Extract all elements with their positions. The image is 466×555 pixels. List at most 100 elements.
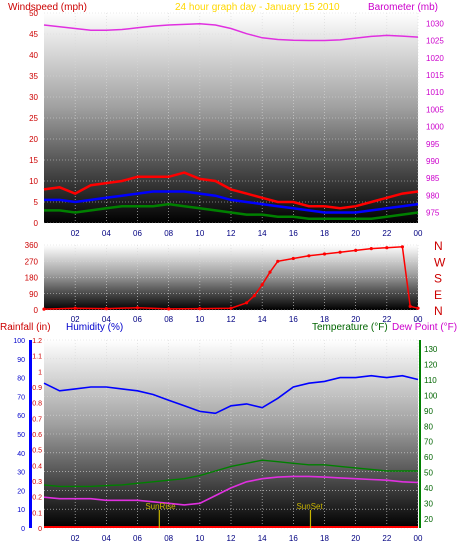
wind-direction-point <box>400 245 404 249</box>
temperature-tick-label: 90 <box>424 407 433 416</box>
barometer-tick-label: 1000 <box>426 123 444 132</box>
direction-tick-label: 90 <box>29 290 38 299</box>
humidity-line <box>43 374 419 415</box>
wind-tick-label: 30 <box>29 93 38 102</box>
wind-direction-point <box>73 306 77 310</box>
weather-panel: 0 10 20 30 40 50 60 70 80 90 100 0 0.1 0.2 0.3 0.4 0.5 0.… <box>13 338 438 533</box>
x-tick-label: 16 <box>289 229 298 238</box>
temperature-tick-label: 130 <box>424 345 438 354</box>
wind-direction-point <box>42 307 46 311</box>
wind-direction-point <box>135 306 140 310</box>
x-axis-labels: 02 04 06 08 10 12 14 16 18 20 22 00 02 04 06 08 10 12 14 16… <box>71 229 423 543</box>
rain-tick-label: 1 <box>38 369 42 376</box>
barometer-tick-label: 980 <box>426 191 440 200</box>
dewpoint-axis-label: Dew Point (°F) <box>392 322 457 333</box>
wind-tick-label: 35 <box>29 72 38 81</box>
humidity-tick-label: 70 <box>17 394 25 401</box>
x-tick-label: 08 <box>164 315 173 324</box>
temperature-tick-label: 40 <box>424 484 433 493</box>
humidity-tick-label: 0 <box>21 526 25 533</box>
x-tick-label: 06 <box>133 229 142 238</box>
wind-tick-label: 45 <box>29 30 38 39</box>
x-tick-label: 02 <box>71 534 80 543</box>
x-tick-label: 10 <box>195 229 204 238</box>
temperature-line <box>43 459 418 488</box>
x-tick-label: 18 <box>320 534 329 543</box>
rain-tick-label: 0.2 <box>32 495 42 502</box>
wind-tick-label: 0 <box>34 219 39 228</box>
x-tick-label: 10 <box>195 315 204 324</box>
temperature-tick-label: 80 <box>424 422 433 431</box>
direction-tick-label: 180 <box>25 274 39 283</box>
humidity-tick-label: 90 <box>17 357 25 364</box>
x-tick-label: 14 <box>258 534 267 543</box>
barometer-tick-label: 1020 <box>426 54 444 63</box>
wind-tick-label: 20 <box>29 135 38 144</box>
wind-direction-point <box>268 270 272 274</box>
wind-min-line <box>44 202 419 221</box>
compass-label: N <box>434 239 443 253</box>
direction-tick-label: 270 <box>25 257 39 266</box>
temperature-tick-label: 50 <box>424 469 433 478</box>
wind-tick-label: 10 <box>29 177 38 186</box>
x-tick-label: 08 <box>164 534 173 543</box>
humidity-tick-label: 60 <box>17 413 25 420</box>
x-tick-label: 06 <box>133 315 142 324</box>
wind-max-line <box>43 171 419 210</box>
wind-direction-point <box>354 248 358 252</box>
x-tick-label: 22 <box>382 534 391 543</box>
temperature-axis-label: Temperature (°F) <box>312 322 388 333</box>
compass-label: E <box>434 288 442 302</box>
rain-tick-label: 1.1 <box>32 354 42 361</box>
barometer-label: Barometer (mb) <box>368 2 438 13</box>
x-tick-label: 16 <box>289 315 298 324</box>
humidity-tick-label: 100 <box>13 338 25 345</box>
humidity-axis-label: Humidity (%) <box>66 322 123 333</box>
temperature-tick-label: 70 <box>424 438 433 447</box>
wind-direction-point <box>167 307 171 311</box>
x-tick-label: 20 <box>351 534 360 543</box>
rain-tick-label: 0.1 <box>32 510 42 517</box>
x-tick-label: 12 <box>227 534 236 543</box>
x-tick-label: 16 <box>289 534 298 543</box>
rain-tick-label: 0.5 <box>32 448 42 455</box>
wind-direction-point <box>416 306 420 310</box>
humidity-tick-label: 20 <box>17 488 25 495</box>
temperature-tick-label: 110 <box>424 376 437 385</box>
x-tick-label: 20 <box>351 229 360 238</box>
x-tick-label: 10 <box>195 534 204 543</box>
direction-tick-label: 0 <box>34 306 39 315</box>
x-tick-label: 14 <box>258 315 267 324</box>
x-tick-label: 14 <box>258 229 267 238</box>
direction-tick-label: 360 <box>25 241 39 250</box>
wind-direction-point <box>338 250 342 254</box>
x-tick-label: 22 <box>382 315 391 324</box>
rain-tick-label: 0 <box>38 526 42 533</box>
rain-tick-label: 0.3 <box>32 479 42 486</box>
barometer-line <box>43 22 419 42</box>
barometer-tick-label: 1025 <box>426 37 444 46</box>
x-tick-label: 18 <box>320 315 329 324</box>
temperature-tick-label: 60 <box>424 453 433 462</box>
x-tick-label: 04 <box>102 315 111 324</box>
wind-direction-point <box>104 307 108 311</box>
sunset-label: SunSet <box>296 502 323 511</box>
x-tick-label: 20 <box>351 315 360 324</box>
x-tick-label: 04 <box>102 534 111 543</box>
compass-label: W <box>434 255 446 269</box>
wind-direction-point <box>408 304 412 308</box>
temperature-axis-bar <box>419 340 421 528</box>
wind-tick-label: 50 <box>29 9 38 18</box>
humidity-tick-label: 50 <box>17 432 25 439</box>
barometer-tick-label: 1005 <box>426 105 444 114</box>
barometer-tick-label: 985 <box>426 174 440 183</box>
barometer-tick-label: 975 <box>426 209 440 218</box>
x-tick-label: 02 <box>71 229 80 238</box>
wind-tick-label: 5 <box>34 198 39 207</box>
wind-tick-label: 25 <box>29 114 38 123</box>
rain-tick-label: 1.2 <box>32 338 42 345</box>
wind-tick-label: 15 <box>29 156 38 165</box>
humidity-tick-label: 40 <box>17 451 25 458</box>
graph-title: 24 hour graph day - January 15 2010 <box>175 2 340 13</box>
